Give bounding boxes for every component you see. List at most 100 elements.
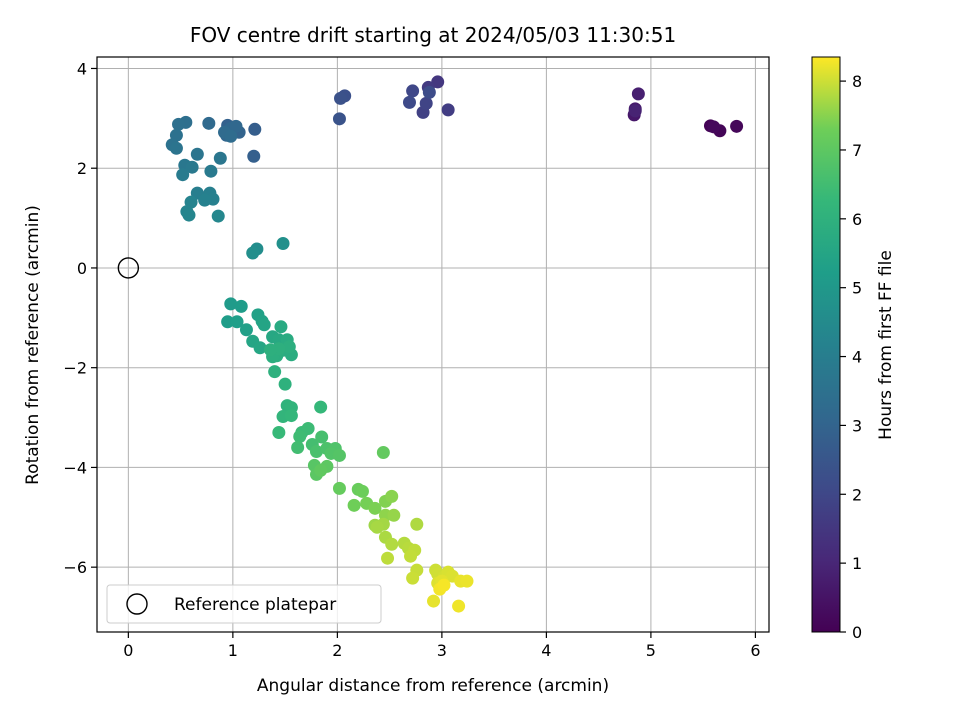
data-point-100 bbox=[347, 498, 361, 512]
x-tick-label-0: 0 bbox=[123, 641, 133, 660]
colorbar-tick-label-1: 1 bbox=[852, 554, 862, 573]
colorbar bbox=[811, 56, 841, 633]
data-point-34 bbox=[169, 141, 183, 155]
data-point-18 bbox=[332, 112, 346, 126]
data-point-29 bbox=[224, 129, 238, 143]
data-point-53 bbox=[234, 299, 248, 313]
data-point-130 bbox=[452, 599, 466, 613]
colorbar-tick-label-0: 0 bbox=[852, 623, 862, 642]
data-point-61 bbox=[253, 341, 267, 355]
data-point-54 bbox=[221, 315, 235, 329]
data-point-78 bbox=[284, 409, 298, 423]
data-point-14 bbox=[402, 95, 416, 109]
data-point-36 bbox=[213, 151, 227, 165]
data-point-119 bbox=[406, 571, 420, 585]
data-point-56 bbox=[239, 323, 253, 337]
data-point-47 bbox=[182, 208, 196, 222]
data-point-20 bbox=[247, 149, 261, 163]
data-point-127 bbox=[427, 594, 441, 608]
y-axis-ticks: −6 −4 −2 0 2 4 bbox=[63, 59, 97, 577]
x-tick-label-6: 6 bbox=[750, 641, 760, 660]
data-point-74 bbox=[278, 377, 292, 391]
data-point-84 bbox=[291, 440, 305, 454]
data-point-72 bbox=[263, 343, 277, 357]
data-point-73 bbox=[268, 365, 282, 379]
data-point-10 bbox=[441, 103, 455, 117]
data-point-6 bbox=[631, 87, 645, 101]
data-point-79 bbox=[314, 400, 328, 414]
x-tick-label-4: 4 bbox=[541, 641, 551, 660]
data-point-51 bbox=[276, 237, 290, 251]
data-point-31 bbox=[172, 117, 186, 131]
data-point-52 bbox=[224, 297, 238, 311]
colorbar-tick-label-8: 8 bbox=[852, 72, 862, 91]
data-point-129 bbox=[460, 574, 474, 588]
colorbar-tick-label-2: 2 bbox=[852, 485, 862, 504]
data-point-27 bbox=[202, 116, 216, 130]
data-point-86 bbox=[315, 430, 329, 444]
y-tick-label-2: −2 bbox=[63, 359, 87, 378]
data-point-102 bbox=[368, 501, 382, 515]
x-tick-label-3: 3 bbox=[437, 641, 447, 660]
colorbar-tick-label-4: 4 bbox=[852, 348, 862, 367]
data-point-80 bbox=[272, 426, 286, 440]
data-points bbox=[165, 75, 744, 613]
data-point-106 bbox=[387, 508, 401, 522]
grid-lines bbox=[97, 57, 769, 632]
colorbar-ticks: 0 1 2 3 4 5 6 7 8 bbox=[840, 72, 862, 642]
data-point-132 bbox=[437, 578, 451, 592]
data-point-97 bbox=[332, 481, 346, 495]
data-point-35 bbox=[190, 147, 204, 161]
data-point-111 bbox=[410, 517, 424, 531]
data-point-40 bbox=[176, 168, 190, 182]
data-point-50 bbox=[246, 246, 260, 260]
colorbar-tick-label-5: 5 bbox=[852, 279, 862, 298]
y-tick-label-1: −4 bbox=[63, 458, 87, 477]
data-point-7 bbox=[628, 104, 642, 118]
data-point-112 bbox=[385, 537, 399, 551]
plot-frame bbox=[96, 56, 770, 633]
y-tick-label-4: 2 bbox=[77, 159, 87, 178]
data-point-48 bbox=[211, 209, 225, 223]
y-axis-label: Rotation from reference (arcmin) bbox=[23, 205, 43, 485]
x-axis-ticks: 0 1 2 3 4 5 6 bbox=[123, 632, 761, 660]
data-point-87 bbox=[309, 444, 323, 458]
legend-box bbox=[106, 584, 382, 624]
legend-marker bbox=[126, 593, 148, 615]
data-point-8 bbox=[431, 75, 445, 89]
data-point-59 bbox=[257, 318, 271, 332]
legend: Reference platepar bbox=[106, 584, 382, 624]
data-point-13 bbox=[406, 84, 420, 98]
data-point-3 bbox=[707, 120, 721, 134]
x-axis-label: Angular distance from reference (arcmin) bbox=[257, 676, 609, 696]
data-point-99 bbox=[355, 484, 369, 498]
reference-marker bbox=[117, 257, 140, 279]
chart-title: FOV centre drift starting at 2024/05/03 … bbox=[190, 23, 676, 47]
data-point-91 bbox=[332, 448, 346, 462]
data-point-64 bbox=[274, 320, 288, 334]
data-point-12 bbox=[419, 96, 433, 110]
data-point-19 bbox=[248, 122, 262, 136]
colorbar-tick-label-3: 3 bbox=[852, 416, 862, 435]
data-point-82 bbox=[301, 422, 315, 436]
data-point-95 bbox=[314, 463, 328, 477]
data-point-55 bbox=[230, 315, 244, 329]
y-tick-label-3: 0 bbox=[77, 259, 87, 278]
data-point-115 bbox=[381, 551, 395, 565]
reference-platepar-marker bbox=[117, 257, 140, 279]
data-point-109 bbox=[370, 520, 384, 534]
data-point-15 bbox=[422, 85, 436, 99]
data-point-39 bbox=[204, 164, 218, 178]
x-tick-label-5: 5 bbox=[646, 641, 656, 660]
data-point-104 bbox=[385, 489, 399, 503]
x-tick-label-2: 2 bbox=[332, 641, 342, 660]
y-tick-label-0: −6 bbox=[63, 558, 87, 577]
data-point-70 bbox=[282, 340, 296, 354]
data-point-117 bbox=[404, 549, 418, 563]
data-point-26 bbox=[229, 119, 243, 133]
data-point-2 bbox=[730, 119, 744, 133]
colorbar-tick-label-6: 6 bbox=[852, 210, 862, 229]
colorbar-tick-label-7: 7 bbox=[852, 141, 862, 160]
data-point-17 bbox=[334, 91, 348, 105]
